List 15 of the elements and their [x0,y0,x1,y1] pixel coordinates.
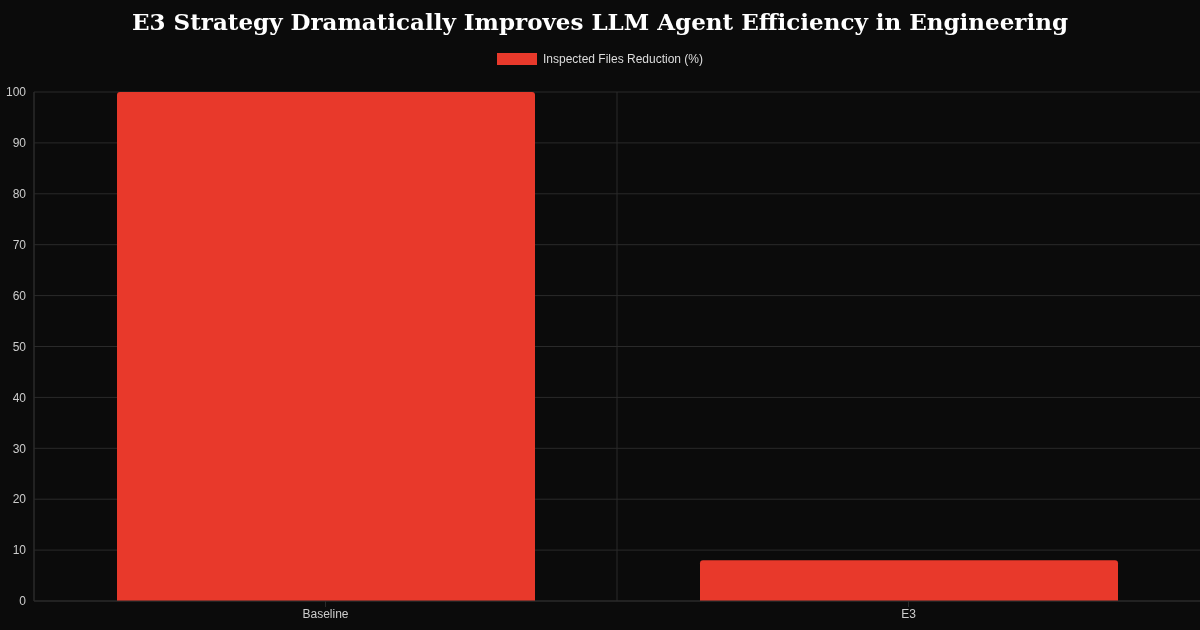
x-tick-label: E3 [901,606,917,621]
y-tick-label: 90 [12,136,27,151]
y-tick-label: 100 [5,85,27,100]
y-tick-label: 30 [12,441,27,456]
y-tick-label: 70 [12,237,27,252]
y-tick-label: 50 [12,339,27,354]
y-tick-label: 10 [12,543,27,558]
y-tick-label: 40 [12,390,27,405]
y-tick-label: 60 [12,288,27,303]
x-tick-label: Baseline [302,606,349,621]
y-tick-label: 0 [19,594,27,609]
chart-title: E3 Strategy Dramatically Improves LLM Agent Efficiency in Engineering [131,8,1069,35]
y-tick-label: 80 [12,187,27,202]
y-tick-label: 20 [12,492,27,507]
legend-label: Inspected Files Reduction (%) [541,52,704,66]
